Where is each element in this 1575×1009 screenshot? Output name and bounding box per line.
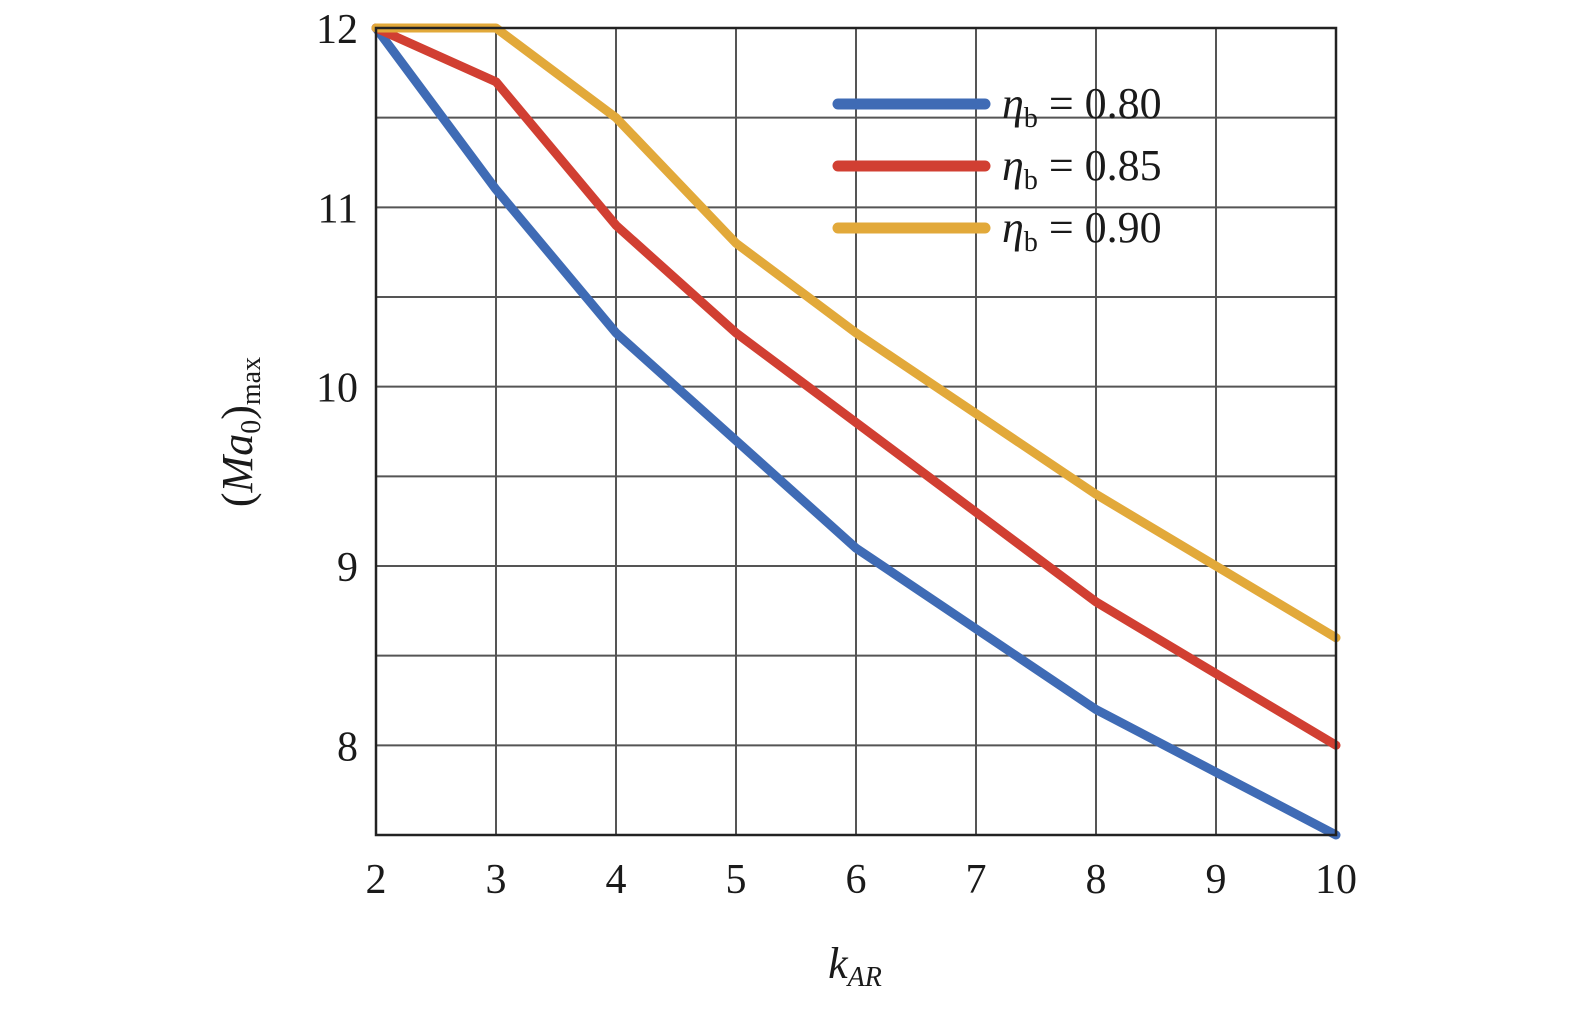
x-tick-label: 9 [1206, 857, 1227, 903]
x-tick-label: 10 [1315, 857, 1357, 903]
series-lines [371, 23, 1341, 840]
x-tick-label: 2 [366, 857, 387, 903]
x-tick-label: 3 [486, 857, 507, 903]
x-tick-label: 4 [606, 857, 627, 903]
y-axis-label: (Ma0)max [213, 357, 267, 507]
series-line-1 [371, 23, 1341, 750]
legend: ηb = 0.80 ηb = 0.85 ηb = 0.90 [832, 79, 1162, 258]
x-tick-labels: 2 3 4 5 6 7 8 9 10 [366, 857, 1358, 903]
x-tick-label: 6 [846, 857, 867, 903]
y-tick-label: 9 [337, 545, 358, 591]
x-axis-label: kAR [828, 939, 882, 993]
y-tick-label: 8 [337, 724, 358, 770]
grid [376, 28, 1336, 835]
plot-frame [374, 26, 1338, 837]
series-line-2 [371, 23, 1341, 643]
x-tick-label: 5 [726, 857, 747, 903]
y-tick-label: 12 [316, 7, 358, 53]
y-tick-label: 10 [316, 366, 358, 412]
y-tick-label: 11 [318, 186, 358, 232]
series-line-0 [371, 23, 1341, 840]
legend-label-2: ηb = 0.90 [1002, 203, 1162, 258]
x-tick-label: 8 [1086, 857, 1107, 903]
legend-label-0: ηb = 0.80 [1002, 79, 1162, 134]
x-tick-label: 7 [966, 857, 987, 903]
legend-label-1: ηb = 0.85 [1002, 141, 1162, 196]
y-tick-labels: 8 9 10 11 12 [316, 7, 358, 770]
